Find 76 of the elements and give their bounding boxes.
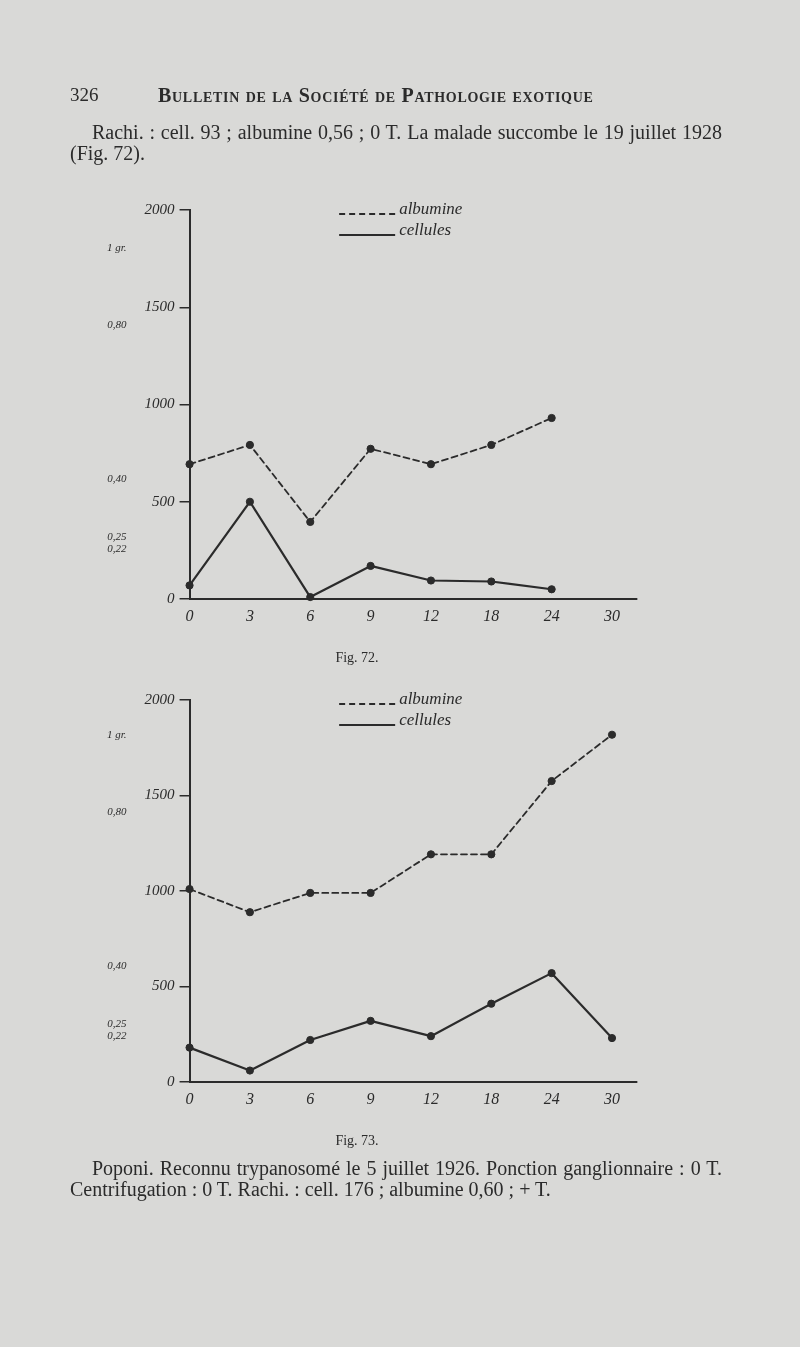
x-tick-label: 30 [603, 606, 620, 624]
text: Bulletin de la Société de Pathologie exotique [158, 84, 594, 106]
point [426, 1032, 436, 1041]
y2-tick-label: 0,80 [107, 318, 128, 331]
point [547, 776, 556, 786]
y2-tick-label: 0,25 [107, 530, 128, 543]
x-tick-label: 3 [244, 606, 254, 624]
y2-tick-label: 0,25 [107, 1017, 128, 1030]
x-tick-label: 30 [603, 1089, 620, 1107]
point [547, 585, 556, 594]
text: Fig. 73. [335, 1133, 379, 1149]
point [366, 444, 375, 453]
point [487, 999, 496, 1008]
point [185, 581, 194, 590]
legend-label: albumine [399, 689, 463, 708]
point [487, 577, 496, 586]
point [547, 969, 556, 978]
x-tick-label: 18 [483, 1089, 500, 1107]
point [366, 561, 375, 571]
y-tick-label: 2000 [144, 200, 176, 217]
point [487, 440, 496, 450]
y-tick-label: 500 [152, 977, 176, 994]
x-tick-label: 0 [185, 606, 194, 624]
x-tick-label: 9 [366, 606, 375, 624]
y2-tick-label: 0,80 [107, 804, 128, 817]
y2-tick-label: 1 gr. [107, 241, 127, 254]
text: Fig. 72. [335, 650, 379, 666]
legend-label: cellules [399, 220, 452, 239]
point [607, 730, 617, 739]
x-tick-label: 3 [244, 1089, 254, 1107]
point [547, 413, 556, 423]
point [245, 1066, 255, 1075]
point [245, 440, 255, 450]
y2-tick-label: 0,40 [107, 472, 128, 485]
x-tick-label: 6 [306, 1089, 315, 1107]
point [245, 497, 255, 506]
point [185, 884, 194, 894]
y-tick-label: 1500 [144, 786, 176, 803]
text: 326 [70, 84, 99, 106]
x-tick-label: 24 [543, 1089, 560, 1107]
point [306, 888, 315, 898]
x-tick-label: 12 [422, 606, 439, 624]
legend-label: cellules [399, 710, 452, 729]
point [245, 908, 255, 917]
y-tick-label: 2000 [144, 690, 176, 707]
y2-tick-label: 1 gr. [107, 727, 127, 740]
point [306, 517, 315, 527]
y-tick-label: 500 [152, 492, 176, 509]
x-tick-label: 12 [422, 1089, 439, 1107]
text: Rachi. : cell. 93 ; albumine 0,56 ; 0 T. La malade succombe le 19 juillet 1928 (Fig. 72). [70, 121, 722, 164]
text: Poponi. Reconnu trypanosomé le 5 juillet 1926. Ponction ganglionnaire : 0 T. Centrifugation : 0 T. Rachi. : cell. 176 ; albumine 0,60 ; + T. [70, 1157, 722, 1200]
point [426, 460, 436, 469]
point [306, 592, 315, 602]
point [366, 888, 375, 898]
point [185, 1043, 194, 1052]
point [487, 850, 496, 859]
y-tick-label: 1500 [144, 298, 176, 315]
point [607, 1033, 617, 1043]
y2-tick-label: 0,40 [107, 959, 128, 972]
point [306, 1035, 315, 1045]
y-tick-label: 0 [167, 1072, 176, 1089]
y-tick-label: 1000 [144, 395, 176, 412]
legend-label: albumine [399, 199, 463, 218]
point [366, 1016, 375, 1025]
point [426, 576, 436, 585]
point [426, 850, 436, 859]
y-tick-label: 0 [167, 589, 176, 606]
y2-tick-label: 0,22 [107, 1028, 128, 1041]
y-tick-label: 1000 [144, 881, 176, 898]
y2-tick-label: 0,22 [107, 541, 128, 554]
point [185, 460, 194, 469]
x-tick-label: 18 [483, 606, 500, 624]
x-tick-label: 9 [366, 1089, 375, 1107]
x-tick-label: 6 [306, 606, 315, 624]
x-tick-label: 24 [543, 606, 560, 624]
x-tick-label: 0 [185, 1089, 194, 1107]
